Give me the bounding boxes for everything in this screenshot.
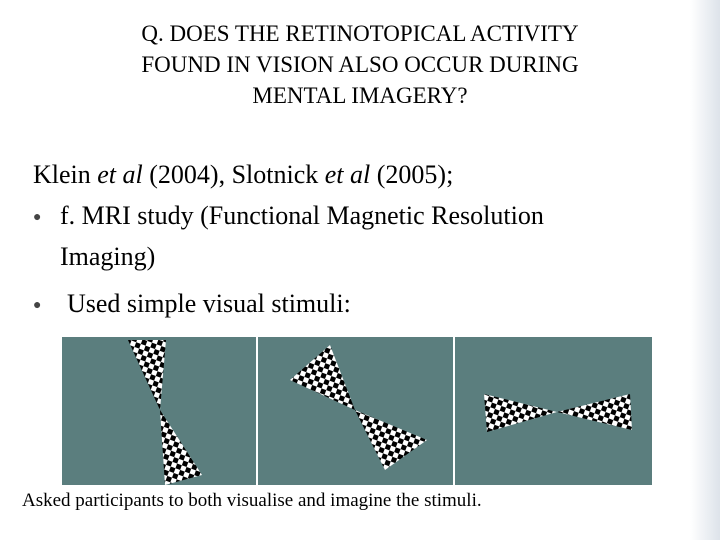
text: et al <box>324 160 371 189</box>
bullet: ● <box>33 210 42 225</box>
edge-shade <box>690 0 720 540</box>
title-line: MENTAL IMAGERY? <box>252 83 468 108</box>
wedge <box>484 394 557 432</box>
text: et al <box>97 160 143 189</box>
text: Klein <box>33 160 98 189</box>
intro-line: Klein et al (2004), Slotnick et al (2005… <box>33 160 453 190</box>
wedge <box>290 345 355 410</box>
bullet-text: Used simple visual stimuli: <box>67 289 351 318</box>
bullet-text: Imaging) <box>60 242 156 271</box>
wedge <box>128 340 166 410</box>
wedge <box>160 410 202 485</box>
bullet: ● <box>33 298 42 313</box>
text: (2004), Slotnick <box>142 160 325 189</box>
wedge <box>355 410 427 470</box>
caption: Asked participants to both visualise and… <box>22 490 482 511</box>
text: (2005); <box>370 160 454 189</box>
bullet-text: f. MRI study (Functional Magnetic Resolu… <box>60 201 544 230</box>
wedge <box>557 394 632 430</box>
title-line: FOUND IN VISION ALSO OCCUR DURING <box>141 52 579 77</box>
title-line: Q. DOES THE RETINOTOPICAL ACTIVITY <box>141 21 579 46</box>
